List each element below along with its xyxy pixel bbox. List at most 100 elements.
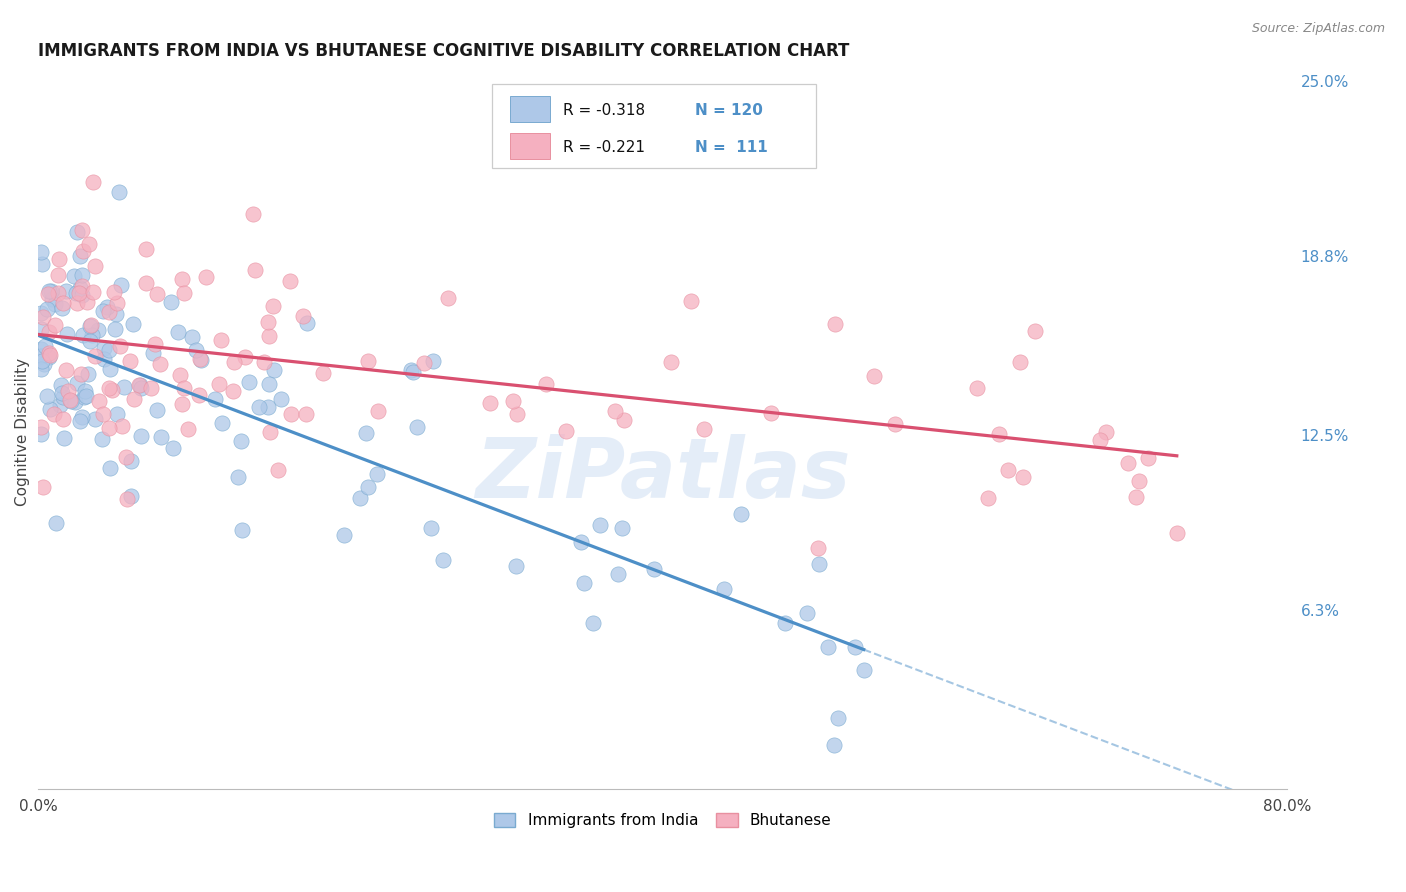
- Point: [42, 407, 65, 421]
- Point: [44, 296, 66, 310]
- Point: [229, 434, 252, 448]
- Point: [98, 381, 121, 395]
- Point: [259, 425, 281, 439]
- Point: [295, 407, 318, 421]
- Point: [98, 362, 121, 376]
- Point: [70, 279, 93, 293]
- Point: [187, 388, 209, 402]
- Point: [1137, 450, 1160, 465]
- Point: [643, 561, 665, 575]
- Point: [823, 738, 845, 752]
- Point: [100, 461, 122, 475]
- Point: [194, 269, 217, 284]
- Point: [852, 663, 875, 677]
- Point: [66, 225, 89, 239]
- Point: [146, 403, 169, 417]
- Point: [280, 407, 302, 421]
- Point: [67, 285, 90, 300]
- Point: [679, 293, 702, 308]
- Point: [115, 491, 138, 506]
- Point: [30, 419, 52, 434]
- Point: [571, 535, 593, 549]
- Point: [104, 322, 127, 336]
- Point: [357, 480, 380, 494]
- Point: [295, 316, 318, 330]
- Point: [111, 418, 134, 433]
- Point: [506, 407, 529, 421]
- Point: [35, 389, 58, 403]
- Point: [186, 343, 208, 358]
- Point: [173, 381, 195, 395]
- Point: [75, 389, 97, 403]
- Point: [231, 524, 253, 538]
- Point: [105, 295, 128, 310]
- Point: [52, 411, 75, 425]
- Text: Source: ZipAtlas.com: Source: ZipAtlas.com: [1251, 22, 1385, 36]
- Point: [72, 328, 94, 343]
- Point: [41, 292, 63, 306]
- Point: [32, 357, 55, 371]
- Point: [554, 424, 576, 438]
- Point: [401, 365, 423, 379]
- Point: [122, 392, 145, 406]
- Point: [135, 242, 157, 256]
- Point: [48, 285, 70, 300]
- Point: [37, 286, 59, 301]
- Point: [333, 528, 356, 542]
- Point: [817, 640, 839, 655]
- Point: [30, 349, 52, 363]
- Point: [79, 237, 101, 252]
- Point: [73, 390, 96, 404]
- Point: [120, 489, 142, 503]
- Point: [160, 295, 183, 310]
- Point: [827, 711, 849, 725]
- Text: ZiPatlas: ZiPatlas: [475, 434, 851, 516]
- Point: [97, 421, 120, 435]
- Point: [70, 288, 93, 302]
- Point: [70, 268, 93, 282]
- Point: [79, 334, 101, 348]
- Point: [399, 363, 422, 377]
- Point: [69, 249, 91, 263]
- Point: [120, 453, 142, 467]
- Point: [190, 351, 212, 366]
- Point: [988, 426, 1011, 441]
- Point: [169, 368, 191, 382]
- Point: [661, 355, 683, 369]
- Point: [807, 557, 830, 571]
- Point: [257, 376, 280, 391]
- Point: [115, 450, 138, 464]
- Point: [267, 463, 290, 477]
- Point: [1024, 324, 1046, 338]
- Point: [149, 357, 172, 371]
- Point: [97, 305, 120, 319]
- Point: [181, 330, 204, 344]
- Point: [103, 285, 125, 299]
- Point: [83, 259, 105, 273]
- Point: [432, 553, 454, 567]
- Point: [354, 425, 377, 440]
- Point: [505, 559, 527, 574]
- Point: [70, 367, 93, 381]
- Point: [253, 355, 276, 369]
- Point: [997, 463, 1019, 477]
- Point: [48, 252, 70, 266]
- Point: [1116, 456, 1139, 470]
- Point: [31, 353, 53, 368]
- Point: [534, 376, 557, 391]
- Point: [39, 401, 62, 416]
- Point: [135, 276, 157, 290]
- Point: [759, 406, 782, 420]
- Point: [72, 223, 94, 237]
- Point: [89, 394, 111, 409]
- Point: [44, 318, 66, 332]
- Point: [84, 349, 107, 363]
- Point: [63, 394, 86, 409]
- Point: [30, 306, 52, 320]
- Point: [30, 362, 52, 376]
- Point: [242, 207, 264, 221]
- Point: [613, 413, 636, 427]
- Point: [1012, 469, 1035, 483]
- Point: [108, 185, 131, 199]
- Point: [259, 328, 281, 343]
